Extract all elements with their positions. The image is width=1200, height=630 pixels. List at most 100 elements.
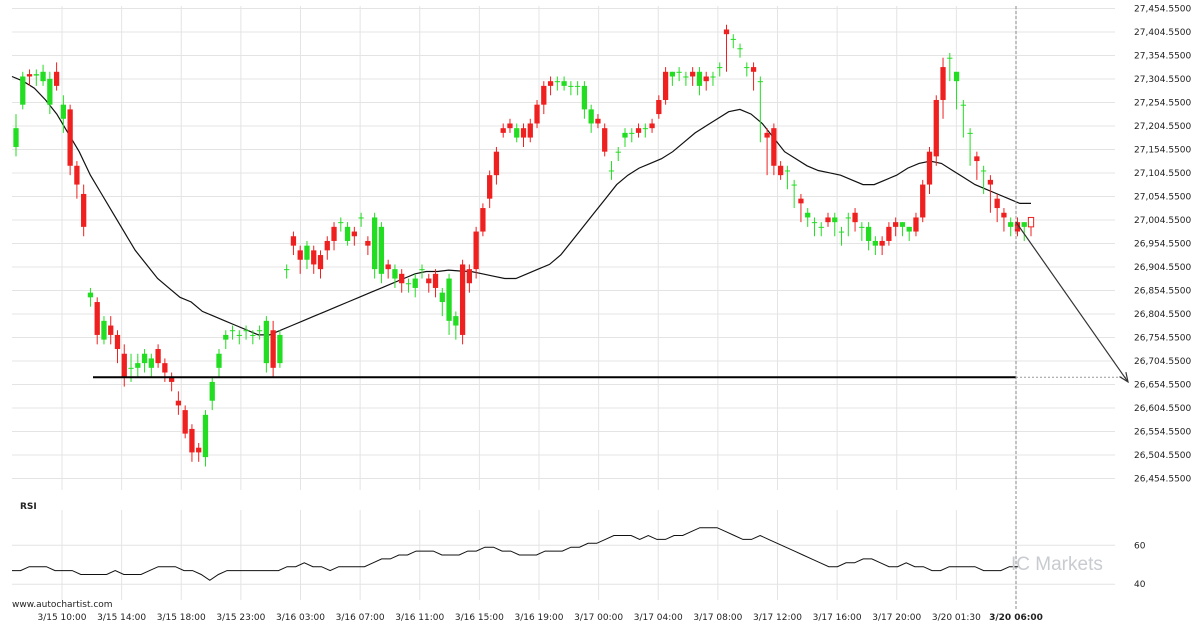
price-tick-label: 27,254.5500: [1134, 99, 1192, 109]
candle-body: [541, 85, 547, 105]
candle-body: [175, 400, 182, 406]
price-tick-label: 26,554.5500: [1134, 427, 1192, 437]
candle-body: [94, 302, 100, 335]
candle-body: [202, 414, 209, 458]
candle-body: [581, 85, 588, 110]
candle-body: [1001, 212, 1007, 218]
time-tick-label: 3/17 20:00: [872, 613, 921, 623]
candle-body: [574, 85, 581, 87]
candle-body: [717, 67, 723, 69]
candle-body: [365, 240, 371, 246]
candle-body: [838, 231, 845, 233]
candle-body: [284, 269, 290, 271]
candle-body: [196, 447, 202, 453]
candle-body: [20, 76, 26, 105]
candle-body: [480, 208, 486, 232]
candle-body: [466, 269, 473, 284]
candle-body: [53, 71, 60, 86]
time-tick-label: 3/20 06:00: [989, 613, 1043, 623]
candle-body: [608, 170, 615, 172]
candle-body: [656, 99, 662, 115]
candle-body: [629, 132, 635, 134]
candle-body: [47, 78, 53, 105]
candle-body: [331, 226, 337, 241]
candle-body: [669, 71, 676, 77]
price-tick-label: 26,804.5500: [1134, 310, 1192, 320]
candle-body: [216, 353, 222, 368]
price-tick-label: 26,604.5500: [1134, 404, 1192, 414]
candle-body: [832, 217, 838, 223]
candle-body: [1008, 222, 1014, 227]
candle-body: [642, 128, 648, 130]
price-tick-label: 26,454.5500: [1134, 474, 1192, 484]
candle-body: [344, 226, 351, 241]
price-grid: [12, 6, 1115, 490]
candle-body: [805, 212, 811, 218]
candle-body: [74, 165, 80, 185]
candle-body: [141, 353, 148, 364]
candle-body: [784, 170, 791, 172]
time-tick-label: 3/15 18:00: [157, 613, 206, 623]
candle-body: [155, 349, 161, 364]
candle-body: [101, 320, 107, 340]
time-tick-label: 3/17 12:00: [753, 613, 802, 623]
candle-body: [270, 330, 276, 368]
candle-body: [676, 71, 682, 73]
candle-body: [703, 76, 709, 82]
projection-arrow: [1015, 221, 1129, 383]
candle-body: [243, 330, 249, 332]
candle-body: [114, 334, 121, 350]
candle-body: [615, 151, 621, 153]
candle-body: [446, 278, 452, 321]
candle-body: [1021, 222, 1027, 227]
candle-body: [710, 76, 716, 78]
candle-body: [635, 128, 642, 133]
candle-body: [209, 381, 215, 401]
candle-body: [588, 109, 594, 124]
candle-body: [487, 175, 493, 199]
candle-body: [690, 71, 696, 77]
candle-body: [662, 71, 669, 100]
watermark-logo: IC Markets: [1011, 554, 1103, 575]
time-tick-label: 3/16 03:00: [276, 613, 325, 623]
candle-body: [561, 81, 567, 86]
time-tick-label: 3/20 01:30: [932, 613, 981, 623]
time-tick-label: 3/16 07:00: [336, 613, 385, 623]
projection-arrowhead: [1119, 372, 1129, 384]
candle-body: [886, 226, 892, 241]
rsi-tick-label: 40: [1134, 580, 1146, 590]
site-url: www.autochartist.com: [12, 600, 113, 610]
candle-body: [351, 231, 357, 237]
candle-body: [730, 38, 736, 40]
candle-body: [311, 250, 317, 265]
candle-body: [893, 222, 899, 227]
price-tick-label: 26,904.5500: [1134, 263, 1192, 273]
rsi-panel-title: RSI: [20, 502, 37, 512]
candle-body: [26, 74, 33, 77]
price-axis: 27,454.5500 27,404.5500 27,354.5500 27,304.…: [1134, 5, 1192, 485]
price-tick-label: 27,304.5500: [1134, 75, 1192, 85]
candle-body: [940, 67, 946, 100]
candle-body: [493, 151, 500, 176]
candle-body: [947, 57, 953, 59]
candle-body: [256, 330, 263, 332]
candles-layer: [13, 24, 1035, 467]
price-tick-label: 26,954.5500: [1134, 240, 1192, 250]
candle-body: [602, 128, 608, 152]
candle-body: [432, 273, 439, 288]
candle-body: [60, 104, 67, 119]
candle-body: [852, 212, 858, 223]
price-tick-label: 27,454.5500: [1134, 5, 1192, 15]
pattern-layer: [93, 6, 1129, 610]
moving-average-layer: [11, 75, 1031, 336]
candle-body: [683, 76, 689, 78]
candle-body: [236, 334, 242, 336]
candle-body: [500, 128, 506, 133]
candle-body: [67, 109, 73, 166]
candle-body: [750, 67, 757, 72]
candle-body: [182, 410, 188, 434]
candle-body: [798, 198, 804, 204]
rsi-layer: [12, 527, 1018, 581]
rsi-grid: [12, 510, 1115, 600]
candle-body: [338, 222, 344, 224]
